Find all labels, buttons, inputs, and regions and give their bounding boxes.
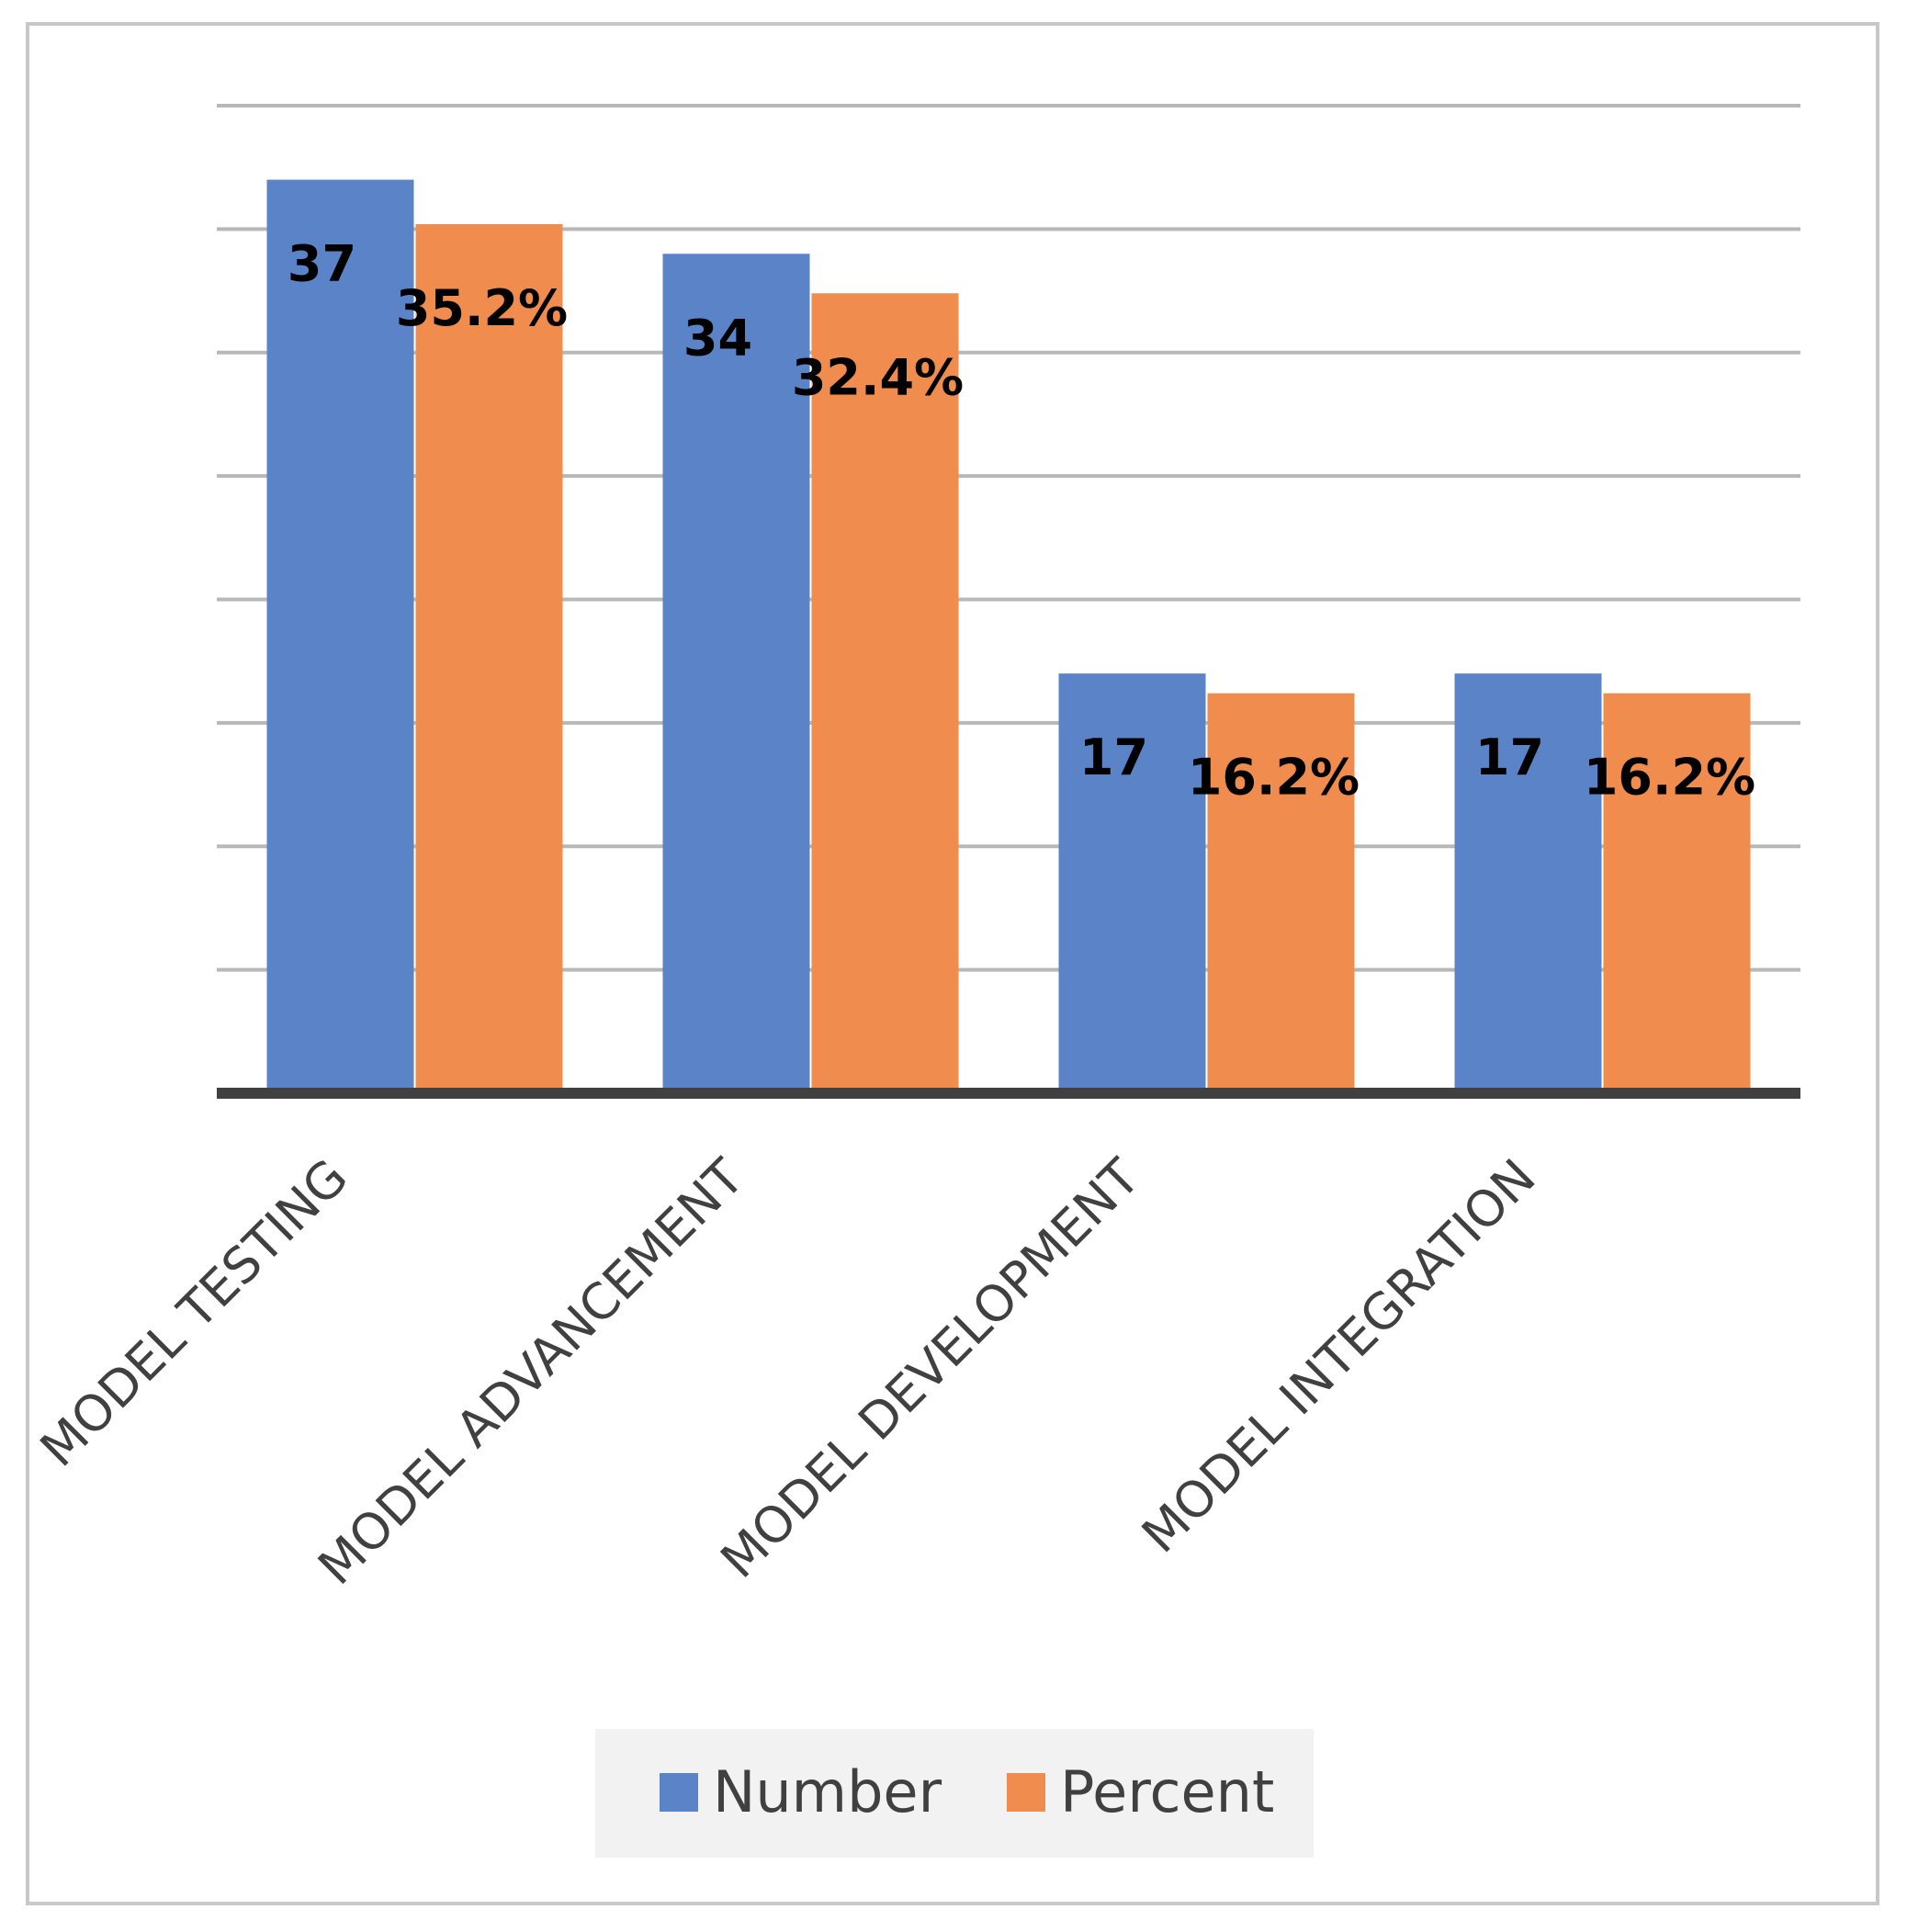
data-label-number-model-advancement: 34	[683, 309, 752, 367]
tick-label-model-advancement: MODEL ADVANCEMENT	[307, 1147, 755, 1596]
bar-number-model-development	[1058, 673, 1206, 1093]
legend-swatch-number	[660, 1773, 698, 1812]
tick-label-model-integration: MODEL INTEGRATION	[1131, 1148, 1547, 1565]
tick-label-model-testing: MODEL TESTING	[29, 1148, 359, 1478]
bar-percent-model-advancement	[811, 293, 959, 1093]
data-label-number-model-testing: 37	[288, 235, 356, 293]
bar-number-model-advancement	[662, 254, 810, 1093]
data-label-percent-model-development: 16.2%	[1188, 749, 1360, 807]
data-label-percent-model-testing: 35.2%	[396, 279, 568, 337]
legend-swatch-percent	[1007, 1773, 1045, 1812]
legend: Number Percent	[595, 1729, 1314, 1858]
bar-percent-model-development	[1207, 693, 1355, 1093]
bar-percent-model-integration	[1603, 693, 1751, 1093]
data-label-number-model-integration: 17	[1475, 729, 1544, 786]
bar-number-model-testing	[266, 179, 414, 1093]
bar-number-model-integration	[1454, 673, 1602, 1093]
data-labels: 37 35.2% 34 32.4% 17 16.2% 17 16.2%	[288, 235, 1755, 807]
data-label-percent-model-integration: 16.2%	[1584, 749, 1755, 807]
data-label-percent-model-advancement: 32.4%	[792, 348, 964, 406]
legend-box	[595, 1729, 1314, 1858]
tick-label-model-development: MODEL DEVELOPMENT	[709, 1147, 1151, 1589]
legend-label-number: Number	[713, 1758, 942, 1825]
bar-percent-model-testing	[415, 224, 563, 1093]
bars	[266, 179, 1751, 1093]
legend-label-percent: Percent	[1060, 1758, 1274, 1825]
data-label-number-model-development: 17	[1079, 729, 1148, 786]
